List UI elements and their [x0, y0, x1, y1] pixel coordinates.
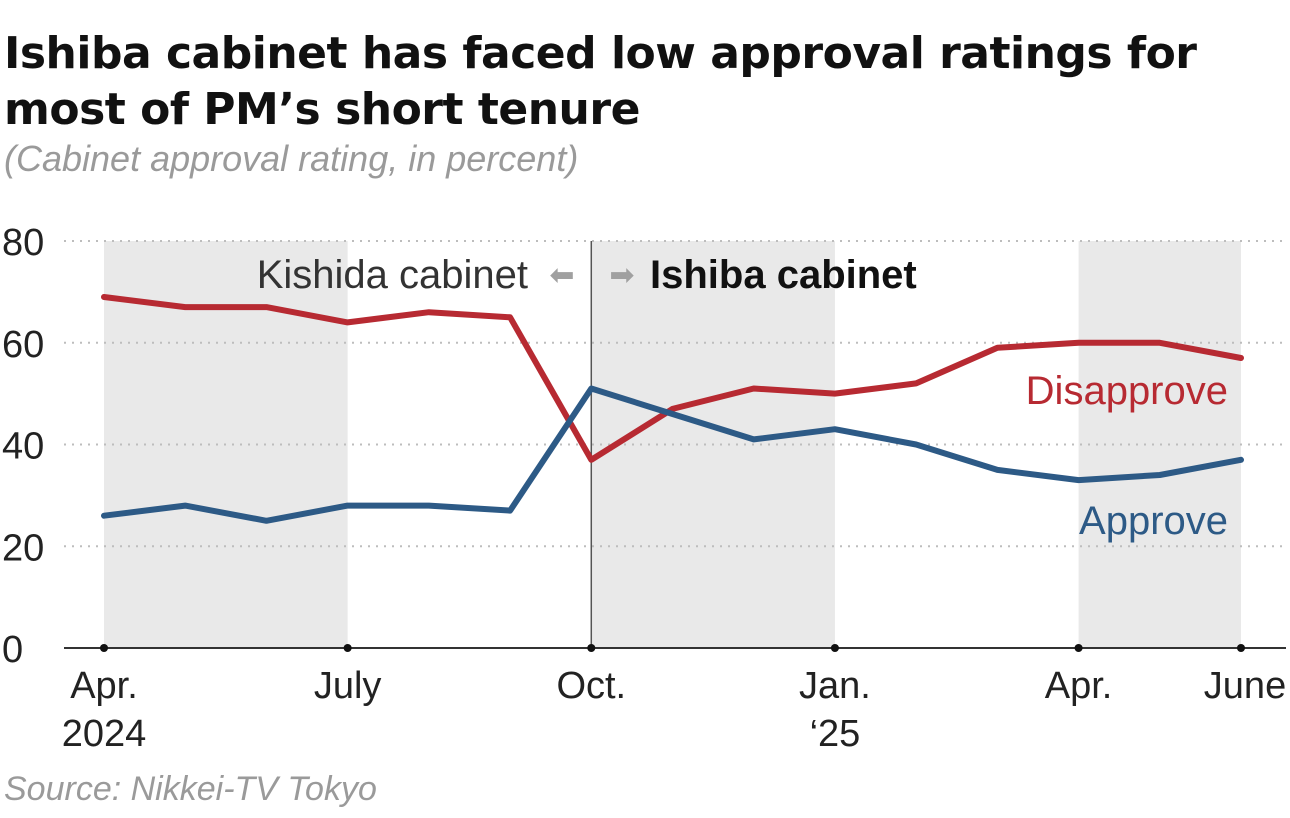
x-tick-dot: [1237, 644, 1245, 652]
x-tick-dot: [830, 644, 839, 652]
x-tick-label-year: ‘25: [810, 713, 861, 755]
series-line-disapprove: [101, 294, 1244, 463]
x-tick-label-year: 2024: [62, 713, 147, 755]
ishiba-cabinet-label: Ishiba cabinet: [650, 253, 917, 297]
arrow-right-icon: ➡: [609, 259, 634, 292]
kishida-cabinet-label: Kishida cabinet: [257, 253, 528, 297]
x-tick-label: July: [314, 665, 382, 707]
x-tick-dot: [587, 644, 596, 652]
y-tick-label-60: 60: [2, 324, 44, 366]
arrow-left-icon: ⬅: [549, 259, 574, 292]
x-tick-dot: [100, 644, 108, 652]
source-note: Source: Nikkei-TV Tokyo: [4, 770, 377, 808]
x-tick-label: Oct.: [556, 665, 626, 707]
y-tick-label-20: 20: [2, 527, 44, 569]
title-line-1: Ishiba cabinet has faced low approval ra…: [4, 28, 1197, 79]
x-tick-label: Apr.: [70, 665, 138, 707]
x-tick-label: June: [1204, 665, 1286, 707]
x-tick-dot: [1074, 644, 1083, 652]
x-tick-dot: [343, 644, 352, 652]
x-tick-label: Jan.: [799, 665, 871, 707]
x-tick-label: Apr.: [1045, 665, 1113, 707]
series-label-approve: Approve: [1079, 499, 1228, 543]
y-tick-label-40: 40: [2, 426, 44, 468]
series-label-disapprove: Disapprove: [1026, 369, 1228, 413]
y-tick-label-0: 0: [2, 629, 23, 671]
series-line-approve: [101, 385, 1244, 524]
y-tick-label-80: 80: [2, 222, 44, 264]
chart-subtitle: (Cabinet approval rating, in percent): [4, 138, 579, 179]
chart-title: Ishiba cabinet has faced low approval ra…: [4, 26, 1264, 138]
title-line-2: most of PM’s short tenure: [4, 84, 640, 135]
